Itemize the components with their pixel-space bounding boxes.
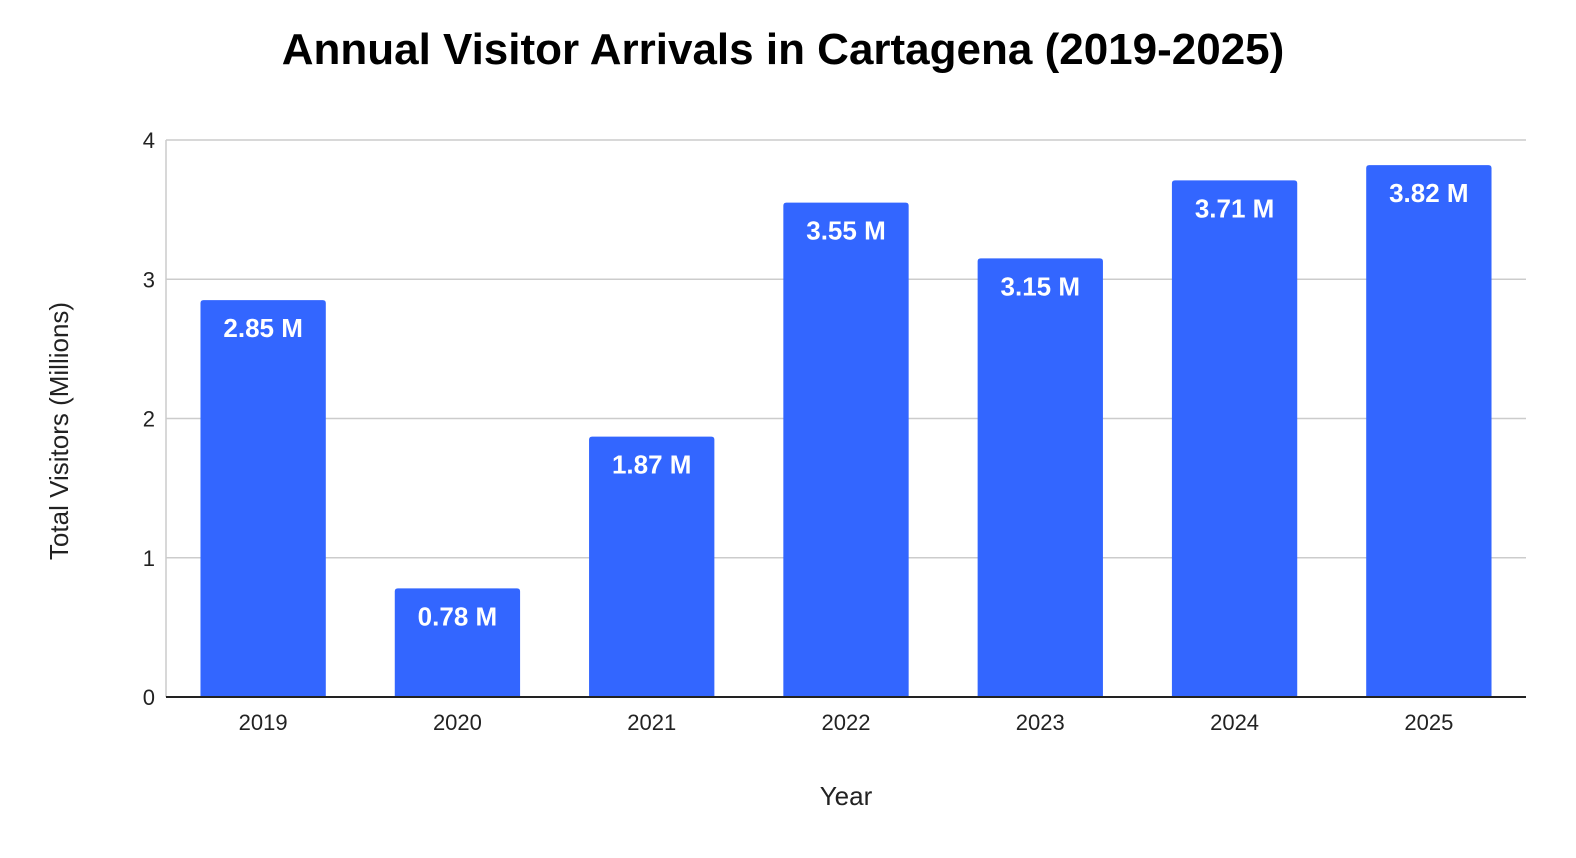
y-tick-label: 2	[143, 407, 155, 432]
x-tick-label: 2020	[433, 710, 482, 735]
data-label-2024: 3.71 M	[1195, 193, 1275, 223]
bar-2020	[394, 588, 521, 697]
data-labels: 2.85 M 0.78 M 1.87 M 3.55 M 3.15 M 3.71 M 3.82…	[223, 178, 1468, 631]
bar-2023	[977, 258, 1103, 697]
bars	[200, 165, 1492, 697]
bar-2022	[783, 202, 909, 697]
x-tick-label: 2019	[239, 710, 288, 735]
bar-2019	[200, 300, 326, 697]
data-label-2021: 1.87 M	[612, 450, 692, 480]
y-tick-label: 0	[143, 685, 155, 710]
y-tick-labels: 0 1 2 3 4	[143, 128, 155, 710]
x-tick-label: 2022	[822, 710, 871, 735]
x-tick-label: 2023	[1016, 710, 1065, 735]
data-label-2019: 2.85 M	[223, 313, 303, 343]
x-tick-label: 2025	[1404, 710, 1453, 735]
y-tick-label: 1	[143, 546, 155, 571]
data-label-2023: 3.15 M	[1001, 271, 1081, 301]
x-tick-labels: 2019 2020 2021 2022 2023 2024 2025	[239, 710, 1454, 735]
y-tick-label: 3	[143, 267, 155, 292]
x-axis-title: Year	[820, 781, 873, 811]
x-tick-label: 2021	[627, 710, 676, 735]
data-label-2025: 3.82 M	[1389, 178, 1469, 208]
bar-2024	[1171, 180, 1298, 697]
bar-2021	[589, 436, 715, 697]
bar-2025	[1366, 165, 1492, 697]
data-label-2020: 0.78 M	[418, 601, 498, 631]
y-axis-title: Total Visitors (Millions)	[44, 302, 74, 560]
data-label-2022: 3.55 M	[806, 216, 886, 246]
chart-title: Annual Visitor Arrivals in Cartagena (20…	[282, 25, 1285, 74]
y-tick-label: 4	[143, 128, 155, 153]
x-tick-label: 2024	[1210, 710, 1259, 735]
